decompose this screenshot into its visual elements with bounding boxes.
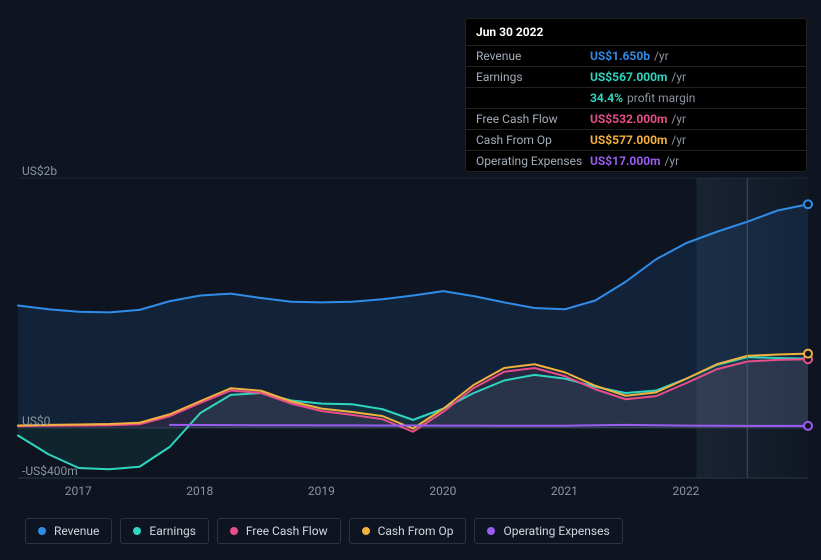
legend-dot bbox=[230, 527, 238, 535]
tooltip-row-label: Cash From Op bbox=[476, 133, 590, 147]
legend-label: Earnings bbox=[149, 524, 196, 538]
x-axis-tick: 2018 bbox=[186, 484, 213, 498]
tooltip-row-suffix: /yr bbox=[654, 49, 669, 63]
tooltip-row: RevenueUS$1.650b/yr bbox=[466, 46, 806, 67]
tooltip-row-label: Earnings bbox=[476, 70, 590, 84]
tooltip-row-suffix: profit margin bbox=[627, 91, 695, 105]
tooltip-row-value: US$17.000m bbox=[590, 154, 660, 168]
tooltip-row-value: US$532.000m bbox=[590, 112, 667, 126]
x-axis-tick: 2019 bbox=[308, 484, 335, 498]
x-axis-tick: 2022 bbox=[672, 484, 699, 498]
legend-dot bbox=[362, 527, 370, 535]
legend-label: Cash From Op bbox=[378, 524, 454, 538]
x-axis-tick: 2020 bbox=[429, 484, 456, 498]
tooltip-row: Operating ExpensesUS$17.000m/yr bbox=[466, 151, 806, 171]
tooltip-row-suffix: /yr bbox=[671, 70, 686, 84]
tooltip-row-value: US$1.650b bbox=[590, 49, 650, 63]
tooltip-row-label: Operating Expenses bbox=[476, 154, 590, 168]
tooltip-row-label: Revenue bbox=[476, 49, 590, 63]
legend-item-revenue[interactable]: Revenue bbox=[25, 518, 112, 544]
tooltip-row: EarningsUS$567.000m/yr bbox=[466, 67, 806, 88]
legend-item-fcf[interactable]: Free Cash Flow bbox=[217, 518, 341, 544]
x-axis-tick: 2017 bbox=[65, 484, 92, 498]
tooltip-row-suffix: /yr bbox=[664, 154, 679, 168]
tooltip-row: 34.4% profit margin bbox=[466, 88, 806, 109]
legend-dot bbox=[133, 527, 141, 535]
legend-label: Revenue bbox=[54, 524, 99, 538]
legend-item-opex[interactable]: Operating Expenses bbox=[474, 518, 622, 544]
tooltip-row-value: US$567.000m bbox=[590, 70, 667, 84]
tooltip-row-suffix: /yr bbox=[671, 133, 686, 147]
tooltip-row-value: 34.4% bbox=[590, 91, 623, 105]
chart-legend: Revenue Earnings Free Cash Flow Cash From O… bbox=[25, 518, 623, 544]
tooltip-row-suffix: /yr bbox=[671, 112, 686, 126]
y-axis-tick: US$0 bbox=[22, 414, 50, 428]
legend-item-cfo[interactable]: Cash From Op bbox=[349, 518, 467, 544]
chart-tooltip: Jun 30 2022 RevenueUS$1.650b/yrEarningsU… bbox=[465, 18, 807, 172]
x-axis-tick: 2021 bbox=[551, 484, 578, 498]
legend-label: Free Cash Flow bbox=[246, 524, 328, 538]
tooltip-date: Jun 30 2022 bbox=[466, 19, 806, 46]
tooltip-row-label: Free Cash Flow bbox=[476, 112, 590, 126]
y-axis-tick: -US$400m bbox=[22, 464, 78, 478]
legend-item-earnings[interactable]: Earnings bbox=[120, 518, 209, 544]
tooltip-row: Free Cash FlowUS$532.000m/yr bbox=[466, 109, 806, 130]
tooltip-row: Cash From OpUS$577.000m/yr bbox=[466, 130, 806, 151]
y-axis-tick: US$2b bbox=[22, 164, 57, 178]
legend-dot bbox=[38, 527, 46, 535]
legend-dot bbox=[487, 527, 495, 535]
legend-label: Operating Expenses bbox=[503, 524, 609, 538]
tooltip-row-value: US$577.000m bbox=[590, 133, 667, 147]
